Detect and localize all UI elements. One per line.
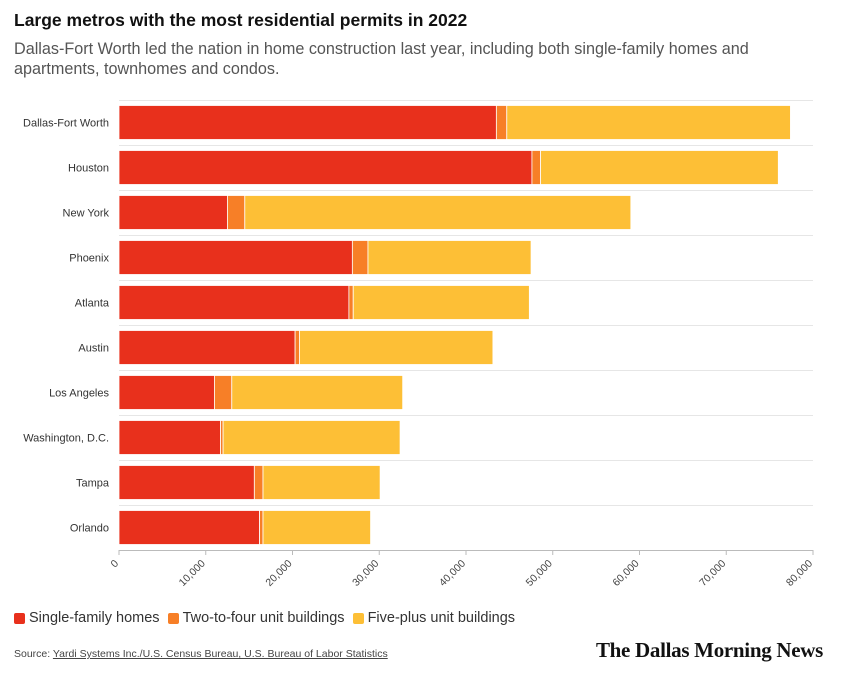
bar-chart: Dallas-Fort Worth Houston New York Phoenix A… [23, 100, 815, 589]
bar-new-york-five-plus-unit-buildings [244, 195, 632, 230]
x-tick-label: 50,000 [524, 558, 555, 589]
category-label-austin: Austin [78, 343, 109, 355]
bar-phoenix-single-family-homes [118, 240, 353, 275]
bar-tampa-single-family-homes [118, 465, 255, 500]
category-label-tampa: Tampa [76, 478, 110, 490]
category-label-houston: Houston [68, 163, 109, 175]
category-label-dallas-fort-worth: Dallas-Fort Worth [23, 118, 109, 130]
bar-dallas-fort-worth-single-family-homes [118, 105, 497, 140]
x-tick-label: 10,000 [177, 558, 208, 589]
legend-swatch-two-to-four [167, 612, 179, 624]
bar-atlanta-single-family-homes [118, 285, 350, 320]
legend-item-five-plus: Five-plus unit buildings [352, 610, 516, 626]
dallas-morning-news-logo: The Dallas Morning News [595, 638, 823, 662]
bar-dallas-fort-worth-two-to-four-unit-buildings [495, 105, 508, 140]
bar-orlando-two-to-four-unit-buildings [259, 510, 264, 545]
chart-title: Large metros with the most residential p… [14, 10, 468, 30]
bar-los-angeles-single-family-homes [118, 375, 215, 410]
legend-label-five-plus: Five-plus unit buildings [367, 610, 516, 626]
x-tick-label: 20,000 [263, 558, 294, 589]
bar-houston-five-plus-unit-buildings [540, 150, 779, 185]
x-tick-label: 40,000 [437, 558, 468, 589]
bar-phoenix-two-to-four-unit-buildings [351, 240, 369, 275]
x-tick-label: 0 [109, 558, 122, 571]
bar-atlanta-five-plus-unit-buildings [352, 285, 530, 320]
bar-tampa-two-to-four-unit-buildings [253, 465, 264, 500]
legend-item-single-family: Single-family homes [14, 610, 160, 626]
bar-austin-single-family-homes [118, 330, 296, 365]
bar-phoenix-five-plus-unit-buildings [367, 240, 532, 275]
legend-label-single-family: Single-family homes [29, 610, 160, 626]
bar-tampa-five-plus-unit-buildings [262, 465, 381, 500]
bar-atlanta-two-to-four-unit-buildings [348, 285, 354, 320]
bar-houston-single-family-homes [118, 150, 533, 185]
x-tick-label: 30,000 [350, 558, 381, 589]
x-tick-label: 70,000 [697, 558, 728, 589]
bar-houston-two-to-four-unit-buildings [531, 150, 542, 185]
source-note: Source: Yardi Systems Inc./U.S. Census B… [14, 648, 388, 660]
legend-item-two-to-four: Two-to-four unit buildings [167, 610, 345, 626]
bar-washington-d-c-single-family-homes [118, 420, 221, 455]
legend-swatch-single-family [14, 612, 25, 624]
bar-los-angeles-five-plus-unit-buildings [231, 375, 404, 410]
category-label-atlanta: Atlanta [75, 298, 110, 310]
legend-label-two-to-four: Two-to-four unit buildings [182, 610, 345, 626]
bar-washington-d-c-five-plus-unit-buildings [222, 420, 401, 455]
category-label-washington-d-c: Washington, D.C. [23, 433, 109, 445]
legend: Single-family homes Two-to-four unit bui… [14, 610, 515, 626]
legend-swatch-five-plus [352, 612, 364, 624]
category-label-new-york: New York [63, 208, 110, 220]
category-label-phoenix: Phoenix [69, 253, 109, 265]
bar-los-angeles-two-to-four-unit-buildings [214, 375, 233, 410]
bar-austin-two-to-four-unit-buildings [294, 330, 300, 365]
source-link[interactable]: Yardi Systems Inc./U.S. Census Bureau, U… [52, 648, 388, 660]
bar-new-york-two-to-four-unit-buildings [227, 195, 246, 230]
x-tick-label: 60,000 [610, 558, 641, 589]
chart-subtitle: Dallas-Fort Worth led the nation in home… [14, 40, 749, 78]
category-label-orlando: Orlando [70, 523, 109, 535]
bar-orlando-five-plus-unit-buildings [262, 510, 371, 545]
bar-orlando-single-family-homes [118, 510, 260, 545]
category-label-los-angeles: Los Angeles [49, 388, 109, 400]
bar-austin-five-plus-unit-buildings [299, 330, 494, 365]
bar-dallas-fort-worth-five-plus-unit-buildings [506, 105, 791, 140]
x-tick-label: 80,000 [784, 558, 815, 589]
source-label: Source: [14, 648, 53, 660]
bar-new-york-single-family-homes [118, 195, 228, 230]
